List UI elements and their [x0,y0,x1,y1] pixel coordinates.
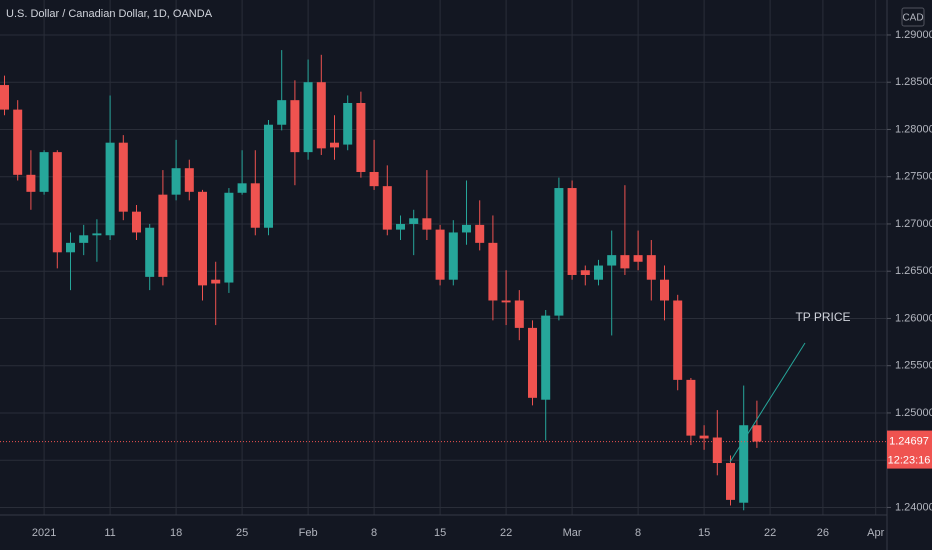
candle-body [237,183,247,193]
x-tick-label: Mar [563,527,582,539]
candle-body [422,218,432,230]
last-price-box [887,430,932,469]
y-tick-label: 1.29000 [895,29,932,41]
x-tick-label: 22 [500,527,512,539]
candle-body [330,142,339,148]
x-tick-label: 22 [764,527,776,539]
last-price-label: 1.24697 [889,435,929,447]
x-tick-label: 8 [371,527,377,539]
candle-body [462,224,471,233]
candle-body [343,103,353,145]
annotation: TP PRICE [795,310,850,324]
candle-body [118,142,128,212]
candle-body [303,82,313,153]
candle-body [580,270,590,275]
candle-body [594,265,603,280]
candle-body [633,255,643,262]
candle-body [105,142,115,236]
candle-body [475,224,485,243]
candle-body [673,300,683,380]
candle-body [409,218,419,224]
candle-body [712,437,722,464]
countdown: 12:23:16 [888,454,931,466]
x-tick-label: 15 [434,527,446,539]
candle-body [39,152,49,192]
candle-body [316,82,326,149]
candle-body [448,232,458,280]
y-tick-label: 1.27000 [895,218,932,230]
candle-body [184,168,194,192]
candle-body [528,327,537,398]
candle-body [396,223,405,230]
x-tick-label: 2021 [32,527,56,539]
y-tick-label: 1.25500 [895,360,932,372]
x-tick-label: 8 [635,527,641,539]
candle-body [435,229,445,280]
trend-line [729,342,806,463]
candle-body [145,227,155,277]
candle-body [13,109,23,175]
y-tick-label: 1.28000 [895,123,932,135]
candle-body [356,103,366,172]
candle-body [66,242,75,253]
candle-body [620,255,630,269]
currency: CAD [902,13,923,24]
candle-body [290,100,300,153]
candle-body [92,233,102,236]
candle-body [0,85,9,110]
x-tick-label: Feb [299,527,318,539]
candle-body [514,300,524,328]
candle-body [726,463,735,500]
x-tick-label: 15 [698,527,710,539]
candle-body [224,192,234,283]
axis: 1.240001.245001.250001.255001.260001.265… [32,29,932,539]
x-tick-label: 11 [104,527,115,539]
candle-body [79,235,89,243]
candle-body [171,168,181,195]
candle-body [686,379,696,436]
chart-title: U.S. Dollar / Canadian Dollar, 1D, OANDA [6,8,213,20]
candle-body [699,435,709,439]
y-tick-label: 1.27500 [895,171,932,183]
candle-body [752,425,762,442]
y-tick-label: 1.26500 [895,265,932,277]
candle-body [198,191,207,286]
candle-body [660,279,669,301]
y-tick-label: 1.26000 [895,312,932,324]
candle-body [264,124,273,228]
candle-body [369,171,379,187]
grid [0,0,887,515]
candle-body [607,255,617,266]
candle-body [26,174,36,192]
candle-body [158,194,168,277]
candle-body [382,186,392,230]
x-tick-label: 18 [170,527,182,539]
candle-body [277,100,287,125]
y-tick-label: 1.24000 [895,501,932,513]
y-tick-label: 1.25000 [895,407,932,419]
candle-body [250,183,260,228]
candle-body [739,425,749,503]
x-tick-label: 25 [236,527,248,539]
candle-body [52,152,62,253]
candle-body [541,315,551,400]
candle-body [554,188,564,316]
y-tick-label: 1.28500 [895,76,932,88]
candle-body [132,211,141,233]
currency-box [901,7,925,27]
candle-body [501,300,511,303]
x-tick-label: Apr [867,527,884,539]
candles [0,50,887,511]
candle-body [567,188,577,275]
x-tick-label: 26 [817,527,829,539]
candle-body [488,242,498,301]
candle-body [211,279,221,284]
candle-body [646,255,656,280]
